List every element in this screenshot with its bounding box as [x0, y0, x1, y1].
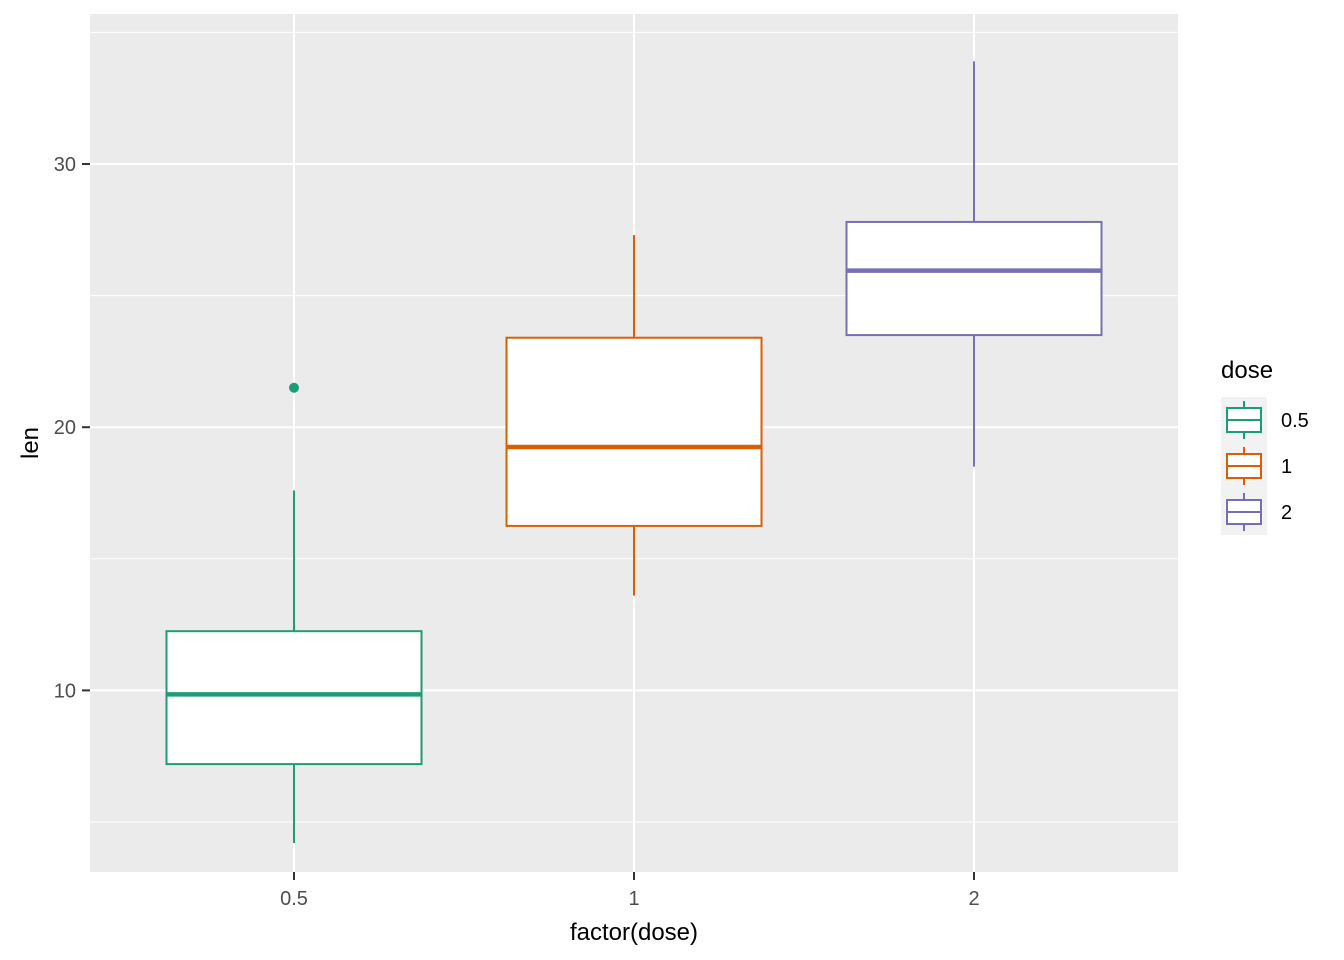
legend-entry-1: 1 — [1221, 443, 1292, 489]
box-body — [165, 630, 423, 766]
x-axis: 0.5 1 2 — [280, 872, 980, 910]
box-body — [845, 220, 1103, 337]
y-tick-label: 10 — [54, 680, 76, 702]
outlier-point — [289, 382, 299, 393]
legend-entry-2: 2 — [1221, 489, 1292, 535]
y-axis: 10 20 30 — [54, 154, 90, 702]
legend: dose 0.5 1 2 — [1221, 357, 1309, 535]
legend-label: 2 — [1281, 502, 1292, 524]
box-1 — [505, 235, 763, 596]
box-0-5 — [165, 382, 423, 844]
y-axis-title: len — [17, 427, 44, 459]
y-tick-label: 30 — [54, 154, 76, 176]
legend-label: 0.5 — [1281, 410, 1309, 432]
x-axis-title: factor(dose) — [570, 919, 698, 946]
legend-title: dose — [1221, 357, 1273, 384]
x-tick-label: 1 — [628, 888, 639, 910]
box-layer — [165, 61, 1103, 844]
legend-entry-0-5: 0.5 — [1221, 397, 1309, 443]
box-2 — [845, 61, 1103, 467]
x-tick-label: 0.5 — [280, 888, 308, 910]
y-tick-label: 20 — [54, 417, 76, 439]
box-body — [505, 336, 763, 527]
x-tick-label: 2 — [968, 888, 979, 910]
legend-label: 1 — [1281, 456, 1292, 478]
